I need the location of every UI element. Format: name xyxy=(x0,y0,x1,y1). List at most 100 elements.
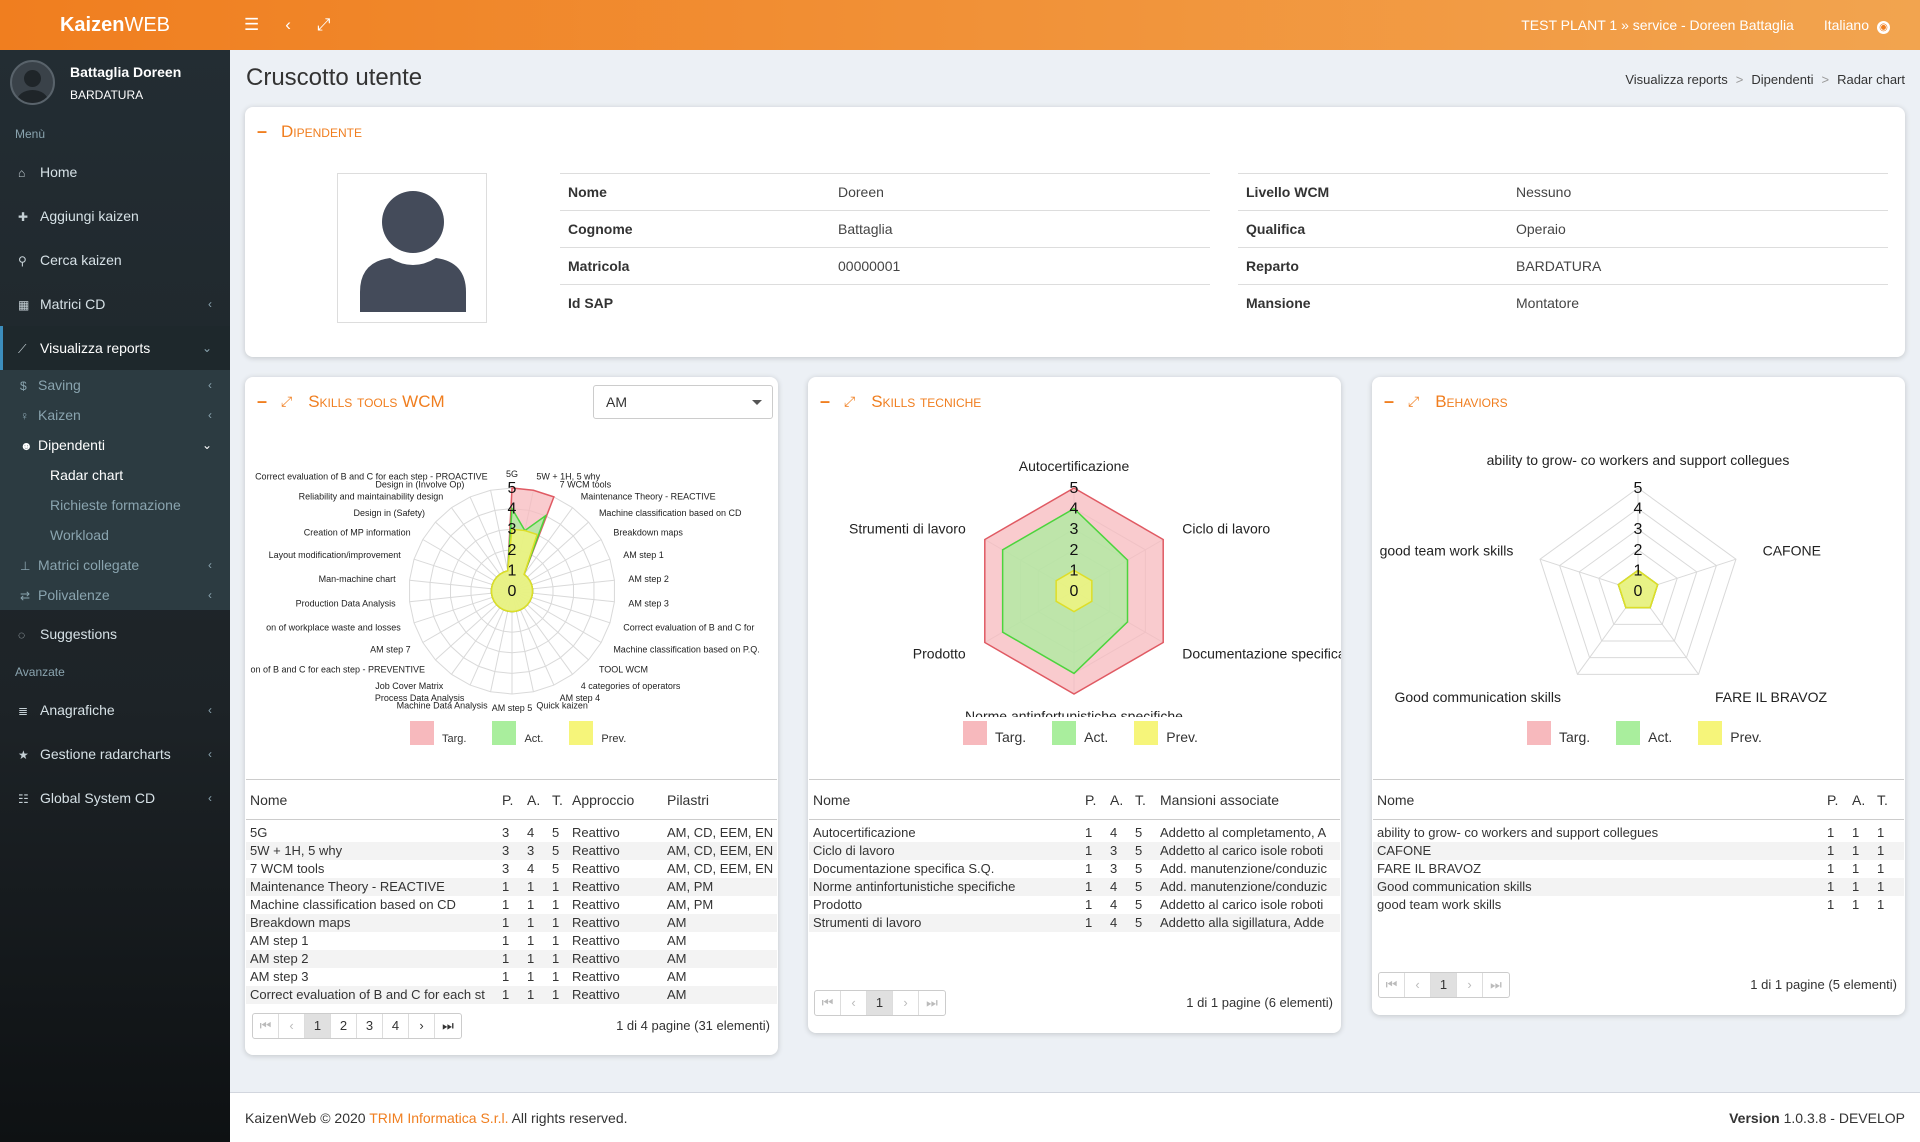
collapse-icon[interactable]: – xyxy=(1384,391,1395,411)
table-row[interactable]: Prodotto 1 4 5 Addetto al carico isole robot… xyxy=(809,896,1340,914)
expand-icon[interactable]: ⤢ xyxy=(1408,393,1420,409)
submenu-item-polivalenze[interactable]: ⇄ Polivalenze ‹ xyxy=(0,580,230,610)
table-row[interactable]: 7 WCM tools 3 4 5 Reattivo AM, CD, EEM, EN xyxy=(246,860,777,878)
submenu-item-dipendenti[interactable]: ☻ Dipendenti ⌄ xyxy=(0,430,230,460)
axis-label: FARE IL BRAVOZ xyxy=(1715,689,1827,705)
column-header[interactable]: A. xyxy=(1848,779,1873,820)
last-page-button[interactable]: ⏭ xyxy=(1490,977,1502,992)
column-header[interactable]: Pilastri xyxy=(663,779,777,820)
brand-logo[interactable]: KaizenWEB xyxy=(59,14,171,36)
page-button[interactable]: 1 xyxy=(867,991,893,1015)
legend-swatch-act xyxy=(492,721,517,745)
column-header[interactable]: A. xyxy=(1106,779,1131,820)
column-header[interactable]: A. xyxy=(523,779,548,820)
column-header[interactable]: P. xyxy=(498,779,523,820)
first-page-button[interactable]: ⏮ xyxy=(815,991,841,1015)
sidebar-item-global-system-cd[interactable]: ☷ Global System CD ‹ xyxy=(0,776,230,820)
table-row[interactable]: ability to grow- co workers and support … xyxy=(1373,820,1904,843)
table-row[interactable]: Documentazione specifica S.Q. 1 3 5 Add. man… xyxy=(809,860,1340,878)
last-page-button[interactable]: ⏭ xyxy=(926,995,938,1010)
page-button[interactable]: 2 xyxy=(331,1014,357,1038)
table-row[interactable]: Good communication skills 1 1 1 xyxy=(1373,878,1904,896)
language-selector[interactable]: Italiano ◉ xyxy=(1824,17,1890,34)
sidebar-item-cerca-kaizen[interactable]: ⚲ Cerca kaizen xyxy=(0,238,230,282)
table-row[interactable]: Strumenti di lavoro 1 4 5 Addetto alla sigil… xyxy=(809,914,1340,932)
sidebar-item-gestione-radarcharts[interactable]: ★ Gestione radarcharts ‹ xyxy=(0,732,230,776)
pillar-select[interactable]: AM xyxy=(593,385,773,419)
column-header[interactable]: Nome xyxy=(1373,779,1823,820)
table-row[interactable]: Ciclo di lavoro 1 3 5 Addetto al carico isol… xyxy=(809,842,1340,860)
submenu-item-radar-chart[interactable]: Radar chart xyxy=(50,467,124,483)
submenu-item-saving[interactable]: $ Saving ‹ xyxy=(0,370,230,400)
sidebar-item-visualizza-reports[interactable]: ⟋ Visualizza reports ⌄ xyxy=(0,326,230,370)
first-page-button[interactable]: ⏮ xyxy=(1379,973,1405,997)
page-button[interactable]: 4 xyxy=(383,1014,409,1038)
chevron-left-icon[interactable]: ‹ xyxy=(285,15,291,34)
user-panel: Battaglia Doreen BARDATURA xyxy=(0,50,230,118)
submenu-item-richieste-formazione[interactable]: Richieste formazione xyxy=(50,497,181,513)
table-row[interactable]: good team work skills 1 1 1 xyxy=(1373,896,1904,914)
table-row[interactable]: 5G 3 4 5 Reattivo AM, CD, EEM, EN xyxy=(246,820,777,843)
next-page-button[interactable]: › xyxy=(893,991,919,1015)
table-row[interactable]: FARE IL BRAVOZ 1 1 1 xyxy=(1373,860,1904,878)
axis-label: Maintenance Theory - REACTIVE xyxy=(581,491,716,501)
hamburger-menu-icon[interactable]: ☰ xyxy=(244,15,260,34)
expand-icon[interactable]: ⤢ xyxy=(281,393,293,409)
prev-page-button[interactable]: ‹ xyxy=(279,1014,305,1038)
next-page-button[interactable]: › xyxy=(409,1014,435,1038)
table-cell: Reattivo xyxy=(572,861,620,876)
prev-page-button[interactable]: ‹ xyxy=(1405,973,1431,997)
expand-icon[interactable]: ⤢ xyxy=(844,393,856,409)
table-row[interactable]: AM step 1 1 1 1 Reattivo AM xyxy=(246,932,777,950)
submenu-item-matrici-collegate[interactable]: ⊥ Matrici collegate ‹ xyxy=(0,550,230,580)
first-page-button[interactable]: ⏮ xyxy=(253,1014,279,1038)
sidebar-item-home[interactable]: ⌂ Home xyxy=(0,150,230,194)
last-page-button[interactable]: ⏭ xyxy=(442,1018,454,1033)
table-row[interactable]: Norme antinfortunistiche specifiche 1 4 5 Ad… xyxy=(809,878,1340,896)
column-header[interactable]: Mansioni associate xyxy=(1156,779,1340,820)
breadcrumb-item[interactable]: Visualizza reports xyxy=(1625,72,1728,87)
submenu-item-kaizen[interactable]: ♀ Kaizen ‹ xyxy=(0,400,230,430)
submenu-item-workload[interactable]: Workload xyxy=(50,527,109,543)
column-header[interactable]: Nome xyxy=(809,779,1081,820)
behaviors-table: Nome P. A. T. ability to grow- co workers an… xyxy=(1373,779,1904,914)
table-row[interactable]: Breakdown maps 1 1 1 Reattivo AM xyxy=(246,914,777,932)
column-header[interactable]: Approccio xyxy=(568,779,663,820)
table-cell: 1 xyxy=(527,897,535,912)
table-row[interactable]: AM step 3 1 1 1 Reattivo AM xyxy=(246,968,777,986)
table-cell: Ciclo di lavoro xyxy=(809,842,1081,860)
axis-label: Reliability and maintainability design xyxy=(299,491,444,501)
company-link[interactable]: TRIM Informatica S.r.l. xyxy=(369,1110,509,1126)
column-header[interactable]: T. xyxy=(1131,779,1156,820)
table-cell: 3 xyxy=(1110,861,1118,876)
table-row[interactable]: AM step 2 1 1 1 Reattivo AM xyxy=(246,950,777,968)
table-row[interactable]: CAFONE 1 1 1 xyxy=(1373,842,1904,860)
column-header[interactable]: P. xyxy=(1081,779,1106,820)
page-button[interactable]: 3 xyxy=(357,1014,383,1038)
column-header[interactable]: Nome xyxy=(246,779,498,820)
page-button[interactable]: 1 xyxy=(305,1014,331,1038)
collapse-icon[interactable]: – xyxy=(257,391,268,411)
column-header[interactable]: P. xyxy=(1823,779,1848,820)
column-header[interactable]: T. xyxy=(1873,779,1904,820)
sidebar-item-matrici-cd[interactable]: ▦ Matrici CD ‹ xyxy=(0,282,230,326)
collapse-icon[interactable]: – xyxy=(820,391,831,411)
breadcrumb-item[interactable]: Dipendenti xyxy=(1751,72,1814,87)
table-row[interactable]: Correct evaluation of B and C for each s… xyxy=(246,986,777,1004)
table-cell: 3 xyxy=(1106,842,1131,860)
sidebar-item-aggiungi-kaizen[interactable]: ✚ Aggiungi kaizen xyxy=(0,194,230,238)
sidebar-item-suggestions[interactable]: ◌ Suggestions xyxy=(0,612,230,656)
table-row[interactable]: Autocertificazione 1 4 5 Addetto al completa… xyxy=(809,820,1340,843)
table-row[interactable]: 5W + 1H, 5 why 3 3 5 Reattivo AM, CD, EEM, EN xyxy=(246,842,777,860)
column-header[interactable]: T. xyxy=(548,779,568,820)
plant-context[interactable]: TEST PLANT 1 » service - Doreen Battagli… xyxy=(1521,17,1794,33)
sidebar-item-anagrafiche[interactable]: ≣ Anagrafiche ‹ xyxy=(0,688,230,732)
table-row[interactable]: Machine classification based on CD 1 1 1 Rea… xyxy=(246,896,777,914)
next-page-button[interactable]: › xyxy=(1457,973,1483,997)
expand-icon[interactable]: ⤢ xyxy=(316,15,331,34)
table-row[interactable]: Maintenance Theory - REACTIVE 1 1 1 Reattivo… xyxy=(246,878,777,896)
reports-submenu: $ Saving ‹ ♀ Kaizen ‹ ☻ Dipendenti ⌄ Radar cha… xyxy=(0,370,230,610)
prev-page-button[interactable]: ‹ xyxy=(841,991,867,1015)
collapse-icon[interactable]: – xyxy=(257,121,268,141)
page-button[interactable]: 1 xyxy=(1431,973,1457,997)
